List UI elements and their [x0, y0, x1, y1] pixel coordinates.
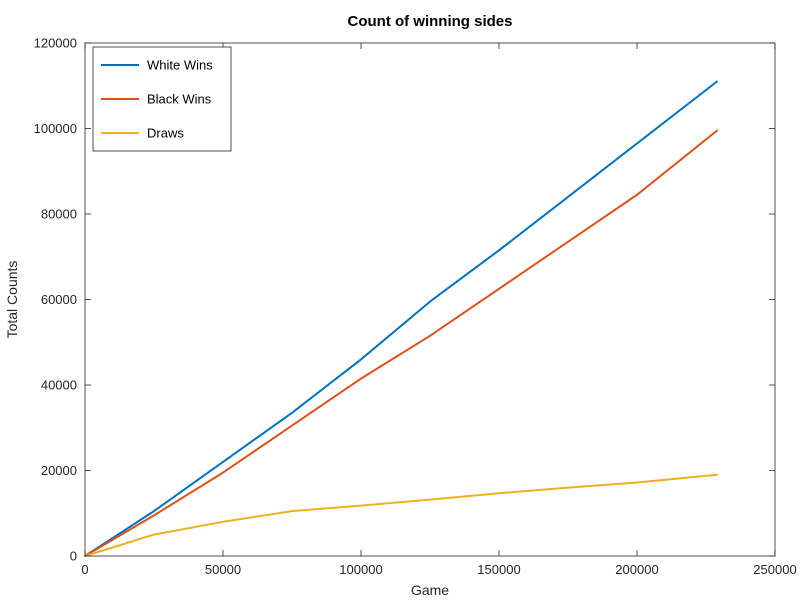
x-tick-label: 150000	[477, 562, 520, 577]
x-tick-label: 100000	[339, 562, 382, 577]
x-tick-label: 50000	[205, 562, 241, 577]
x-tick-label: 0	[81, 562, 88, 577]
y-tick-label: 0	[70, 549, 77, 564]
y-tick-label: 100000	[34, 121, 77, 136]
y-tick-label: 40000	[41, 378, 77, 393]
series-line-white-wins	[84, 80, 718, 557]
x-tick-label: 250000	[753, 562, 796, 577]
x-axis: 0 50000 100000 150000 200000 250000	[81, 43, 797, 577]
legend-label-white-wins: White Wins	[147, 58, 213, 73]
x-axis-label: Game	[411, 582, 449, 598]
series-line-black-wins	[84, 129, 718, 557]
y-tick-label: 20000	[41, 463, 77, 478]
y-tick-label: 60000	[41, 292, 77, 307]
series-line-draws	[84, 473, 718, 557]
legend-label-draws: Draws	[147, 126, 184, 141]
legend: White Wins Black Wins Draws	[92, 46, 232, 152]
series-layer	[84, 80, 718, 557]
y-axis: 0 20000 40000 60000 80000 100000 120000	[34, 36, 775, 564]
y-axis-label: Total Counts	[4, 261, 20, 339]
x-tick-label: 200000	[615, 562, 658, 577]
chart-title: Count of winning sides	[348, 13, 513, 30]
y-tick-label: 80000	[41, 207, 77, 222]
y-tick-label: 120000	[34, 36, 77, 51]
legend-label-black-wins: Black Wins	[147, 92, 212, 107]
